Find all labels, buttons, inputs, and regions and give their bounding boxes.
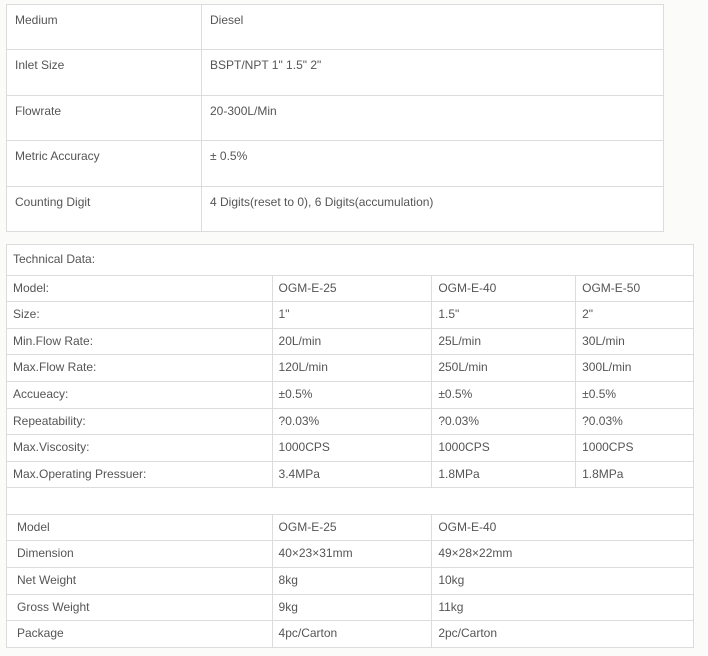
tech-label: Accueacy: [7, 381, 273, 408]
spacer-cell [7, 488, 694, 515]
spec-label: Counting Digit [7, 186, 202, 231]
table-header-row: Technical Data: [7, 244, 694, 275]
tech-label: Max.Flow Rate: [7, 355, 273, 382]
tech-label: Net Weight [7, 568, 273, 595]
table-row: Model: OGM-E-25 OGM-E-40 OGM-E-50 [7, 275, 694, 302]
tech-cell: 1000CPS [576, 435, 694, 462]
tech-cell: OGM-E-25 [272, 514, 432, 541]
tech-cell: ?0.03% [272, 408, 432, 435]
tech-cell: 1.8MPa [576, 461, 694, 488]
tech-cell: ?0.03% [432, 408, 576, 435]
technical-data-header: Technical Data: [7, 244, 694, 275]
tech-cell: 250L/min [432, 355, 576, 382]
tech-cell: OGM-E-25 [272, 275, 432, 302]
spec-value: ± 0.5% [202, 141, 664, 186]
table-row: Size: 1" 1.5" 2" [7, 302, 694, 329]
table-row: Dimension 40×23×31mm 49×28×22mm [7, 541, 694, 568]
table-row: Gross Weight 9kg 11kg [7, 594, 694, 621]
spec-value: Diesel [202, 5, 664, 50]
spec-label: Inlet Size [7, 50, 202, 95]
table-row: Medium Diesel [7, 5, 664, 50]
spec-label: Flowrate [7, 95, 202, 140]
tech-label: Dimension [7, 541, 273, 568]
tech-cell: 30L/min [576, 328, 694, 355]
tech-cell: OGM-E-50 [576, 275, 694, 302]
tech-cell: 1.8MPa [432, 461, 576, 488]
tech-label: Gross Weight [7, 594, 273, 621]
table-row: Max.Flow Rate: 120L/min 250L/min 300L/mi… [7, 355, 694, 382]
tech-label: Size: [7, 302, 273, 329]
tech-cell: 3.4MPa [272, 461, 432, 488]
tech-cell: 1000CPS [272, 435, 432, 462]
table-spacer-row [7, 488, 694, 515]
table-row: Max.Viscosity: 1000CPS 1000CPS 1000CPS [7, 435, 694, 462]
tech-cell: 8kg [272, 568, 432, 595]
tech-cell: 10kg [432, 568, 694, 595]
tech-label: Min.Flow Rate: [7, 328, 273, 355]
tech-cell: 2pc/Carton [432, 621, 694, 648]
spec-value: 20-300L/Min [202, 95, 664, 140]
table-row: Repeatability: ?0.03% ?0.03% ?0.03% [7, 408, 694, 435]
table-row: Max.Operating Pressuer: 3.4MPa 1.8MPa 1.… [7, 461, 694, 488]
tech-cell: 9kg [272, 594, 432, 621]
table-row: Net Weight 8kg 10kg [7, 568, 694, 595]
spec-value: BSPT/NPT 1" 1.5" 2" [202, 50, 664, 95]
tech-cell: ±0.5% [272, 381, 432, 408]
table-row: Accueacy: ±0.5% ±0.5% ±0.5% [7, 381, 694, 408]
spec-table: Medium Diesel Inlet Size BSPT/NPT 1" 1.5… [6, 4, 664, 232]
tech-cell: 1000CPS [432, 435, 576, 462]
tech-label: Package [7, 621, 273, 648]
tech-cell: ±0.5% [576, 381, 694, 408]
table-row: Counting Digit 4 Digits(reset to 0), 6 D… [7, 186, 664, 231]
tech-cell: 40×23×31mm [272, 541, 432, 568]
spec-value: 4 Digits(reset to 0), 6 Digits(accumulat… [202, 186, 664, 231]
tech-cell: 49×28×22mm [432, 541, 694, 568]
tech-cell: 1.5" [432, 302, 576, 329]
technical-data-table: Technical Data: Model: OGM-E-25 OGM-E-40… [6, 244, 694, 648]
spec-label: Metric Accuracy [7, 141, 202, 186]
tech-cell: OGM-E-40 [432, 275, 576, 302]
spec-label: Medium [7, 5, 202, 50]
tech-cell: 25L/min [432, 328, 576, 355]
tech-cell: 2" [576, 302, 694, 329]
tech-label: Repeatability: [7, 408, 273, 435]
tech-cell: 300L/min [576, 355, 694, 382]
tech-label: Max.Operating Pressuer: [7, 461, 273, 488]
table-row: Inlet Size BSPT/NPT 1" 1.5" 2" [7, 50, 664, 95]
tech-label: Max.Viscosity: [7, 435, 273, 462]
table-row: Package 4pc/Carton 2pc/Carton [7, 621, 694, 648]
table-row: Min.Flow Rate: 20L/min 25L/min 30L/min [7, 328, 694, 355]
tech-cell: ±0.5% [432, 381, 576, 408]
tech-cell: 20L/min [272, 328, 432, 355]
tech-cell: 4pc/Carton [272, 621, 432, 648]
table-row: Flowrate 20-300L/Min [7, 95, 664, 140]
tech-label: Model: [7, 275, 273, 302]
tech-cell: 1" [272, 302, 432, 329]
table-row: Model OGM-E-25 OGM-E-40 [7, 514, 694, 541]
tech-cell: ?0.03% [576, 408, 694, 435]
tech-cell: OGM-E-40 [432, 514, 694, 541]
tech-label: Model [7, 514, 273, 541]
table-row: Metric Accuracy ± 0.5% [7, 141, 664, 186]
tech-cell: 120L/min [272, 355, 432, 382]
tech-cell: 11kg [432, 594, 694, 621]
